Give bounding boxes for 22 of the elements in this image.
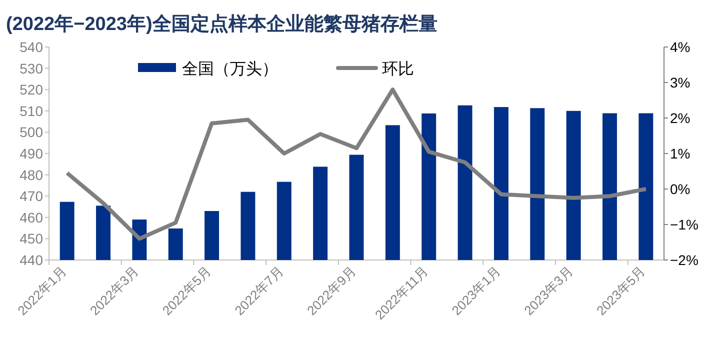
y2-tick-label: 0% <box>670 181 690 197</box>
y-tick-label: 440 <box>20 252 44 268</box>
legend-label: 全国（万头） <box>182 60 278 78</box>
y2-tick-label: −2% <box>670 252 698 268</box>
y2-tick-label: 4% <box>670 39 690 55</box>
y-tick-label: 510 <box>20 102 44 119</box>
y-tick-label: 470 <box>20 188 44 204</box>
y-tick-label: 530 <box>20 60 44 76</box>
y-tick-label: 460 <box>20 209 44 226</box>
y-tick-label: 540 <box>20 39 44 55</box>
y-tick-label: 450 <box>20 230 44 247</box>
legend-label: 环比 <box>382 60 414 78</box>
y-tick-label: 480 <box>20 166 44 183</box>
y2-tick-label: −1% <box>670 216 698 232</box>
y-tick-label: 500 <box>20 124 44 140</box>
y2-tick-label: 1% <box>670 146 690 162</box>
line-series <box>65 88 648 241</box>
y2-tick-label: 3% <box>670 74 690 90</box>
y-tick-label: 490 <box>20 146 44 162</box>
chart-title: (2022年−2023年)全国定点样本企业能繁母猪存栏量 <box>6 13 438 35</box>
y-tick-label: 520 <box>20 82 44 98</box>
y2-tick-label: 2% <box>670 110 690 126</box>
